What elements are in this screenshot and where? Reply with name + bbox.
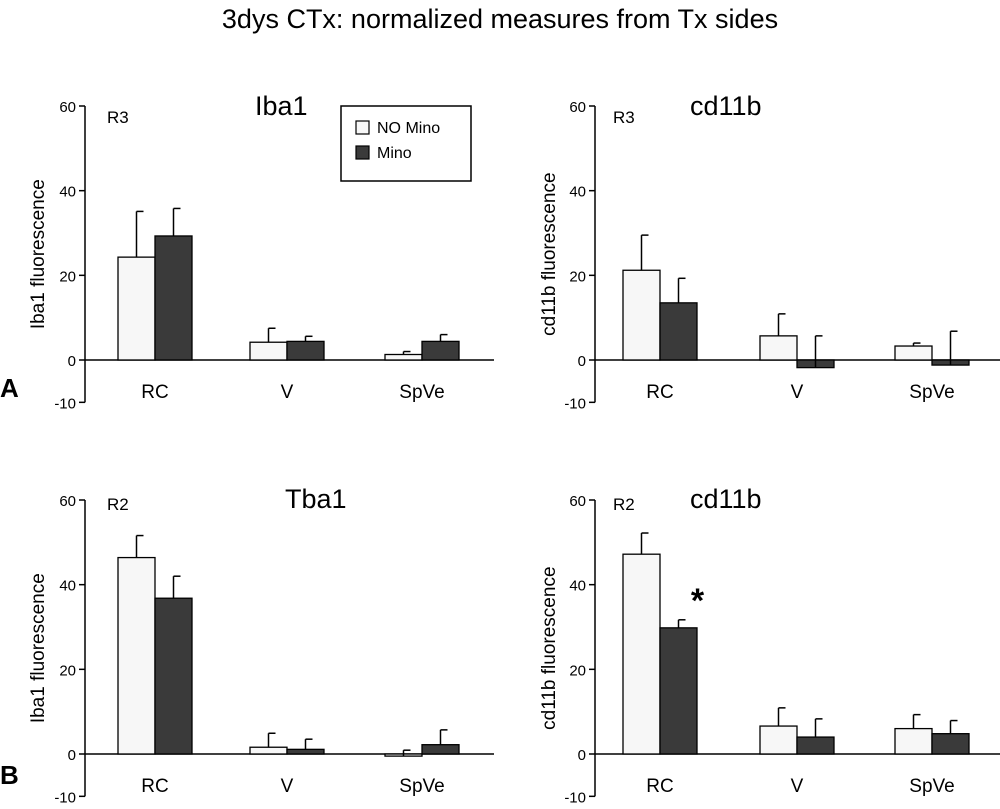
y-tick-label: 60 — [59, 99, 76, 116]
legend-swatch — [355, 120, 370, 135]
y-tick-label: 60 — [569, 99, 586, 116]
x-tick-label: V — [281, 382, 294, 403]
bar-no-mino — [894, 727, 933, 755]
y-axis-label: cd11b fluorescence — [539, 172, 560, 335]
y-tick-label: 0 — [578, 747, 586, 764]
x-tick-label: V — [791, 382, 804, 403]
bar-mino — [154, 597, 193, 755]
y-tick-label: 20 — [59, 268, 76, 285]
bar-mino — [796, 736, 835, 755]
significance-marker: * — [691, 582, 705, 620]
x-tick-label: SpVe — [909, 382, 954, 403]
y-tick-label: 40 — [59, 578, 76, 595]
region-label: R3 — [107, 108, 129, 127]
row-label-b: B — [0, 760, 19, 790]
chart-title: cd11b — [690, 484, 762, 514]
bar-mino — [421, 340, 460, 361]
x-tick-label: V — [281, 776, 294, 797]
y-axis-label: cd11b fluorescence — [539, 566, 560, 729]
bar-no-mino — [622, 269, 661, 361]
y-tick-label: -10 — [54, 789, 76, 806]
y-tick-label: 60 — [59, 493, 76, 510]
y-tick-label: -10 — [564, 789, 586, 806]
y-axis-label: Iba1 fluorescence — [28, 179, 49, 329]
legend-label: Mino — [377, 145, 412, 162]
bar-no-mino — [894, 345, 933, 361]
y-tick-label: 0 — [578, 353, 586, 370]
bar-no-mino — [622, 553, 661, 755]
bar-no-mino — [384, 353, 423, 361]
y-tick-label: 0 — [68, 747, 76, 764]
x-tick-label: SpVe — [909, 776, 954, 797]
x-tick-label: SpVe — [399, 776, 444, 797]
chart-title: Tba1 — [285, 484, 347, 514]
x-tick-label: RC — [646, 776, 673, 797]
bar-mino — [286, 340, 325, 361]
bar-mino — [286, 748, 325, 755]
region-label: R2 — [613, 495, 635, 514]
y-tick-label: 60 — [569, 493, 586, 510]
chart-title: Iba1 — [255, 91, 308, 121]
chart-title: cd11b — [690, 91, 762, 121]
y-tick-label: -10 — [54, 395, 76, 412]
x-tick-label: RC — [646, 382, 673, 403]
bar-no-mino — [759, 725, 798, 755]
region-label: R3 — [613, 108, 635, 127]
bar-mino — [421, 744, 460, 755]
bar-mino — [659, 302, 698, 361]
y-axis-label: Iba1 fluorescence — [28, 573, 49, 723]
x-tick-label: RC — [141, 776, 168, 797]
bar-no-mino — [759, 335, 798, 361]
y-tick-label: 40 — [59, 184, 76, 201]
bar-no-mino — [249, 341, 288, 361]
bar-no-mino — [249, 746, 288, 755]
y-tick-label: -10 — [564, 395, 586, 412]
figure-title: 3dys CTx: normalized measures from Tx si… — [221, 4, 779, 34]
bar-mino — [931, 733, 970, 755]
y-tick-label: 20 — [569, 268, 586, 285]
bar-no-mino — [117, 256, 156, 361]
row-label-a: A — [0, 373, 19, 403]
legend-swatch — [355, 145, 370, 160]
y-tick-label: 20 — [59, 662, 76, 679]
x-tick-label: SpVe — [399, 382, 444, 403]
bar-mino — [154, 235, 193, 361]
x-tick-label: RC — [141, 382, 168, 403]
y-tick-label: 40 — [569, 578, 586, 595]
y-tick-label: 0 — [68, 353, 76, 370]
region-label: R2 — [107, 495, 129, 514]
bar-no-mino — [117, 556, 156, 755]
y-tick-label: 40 — [569, 184, 586, 201]
legend-label: NO Mino — [377, 120, 440, 137]
bar-mino — [659, 627, 698, 755]
legend-box — [340, 105, 472, 182]
y-tick-label: 20 — [569, 662, 586, 679]
x-tick-label: V — [791, 776, 804, 797]
